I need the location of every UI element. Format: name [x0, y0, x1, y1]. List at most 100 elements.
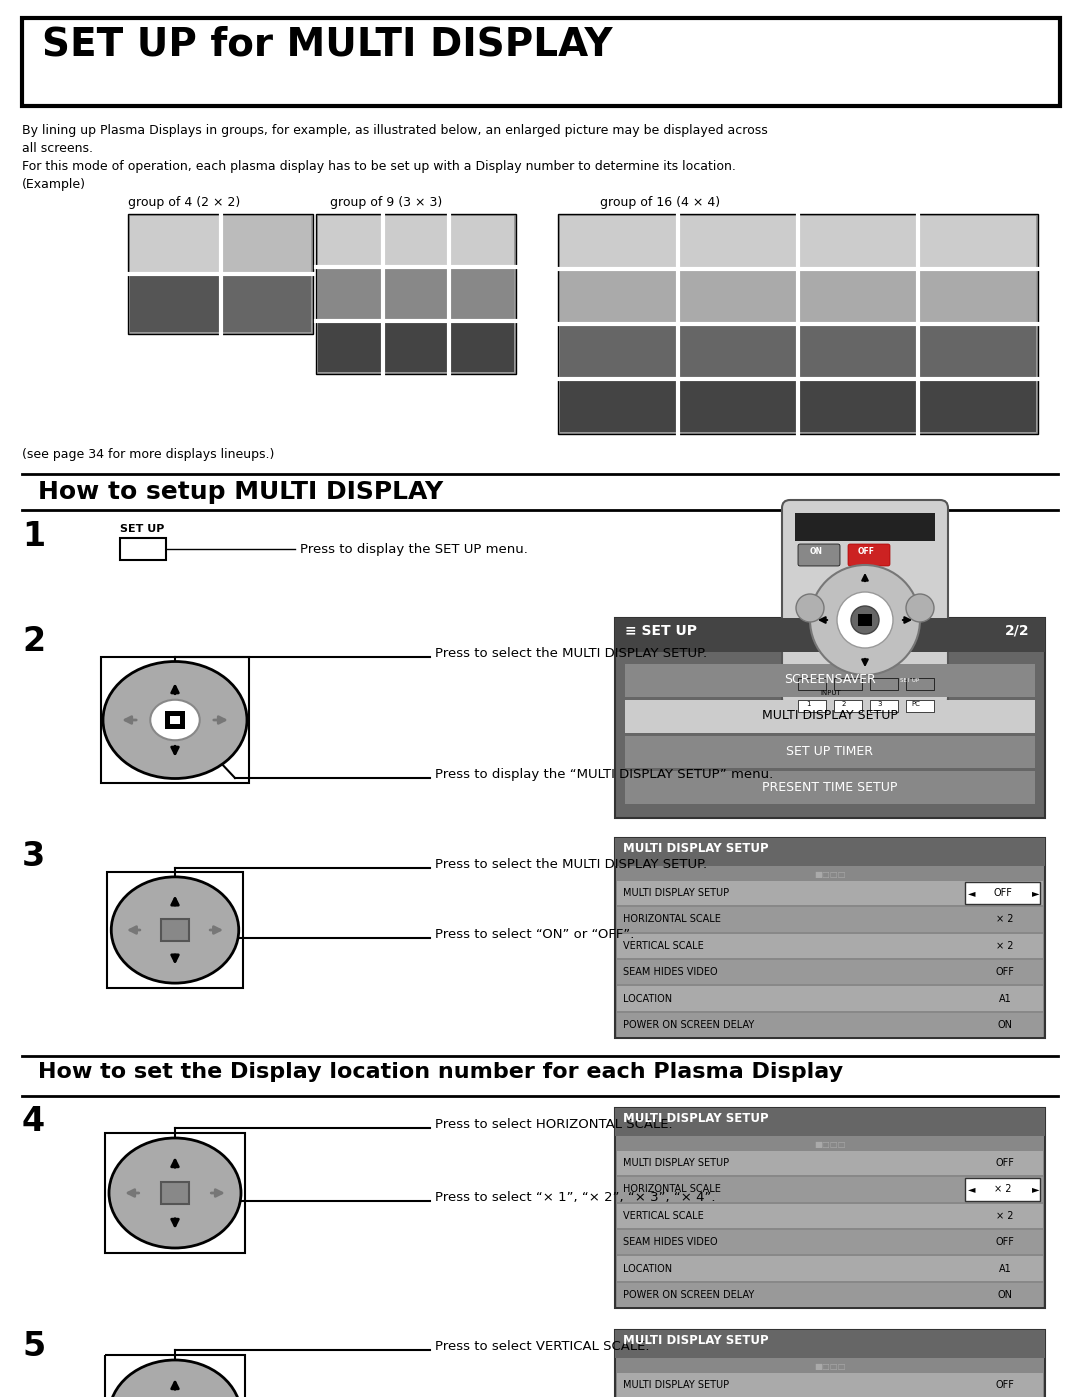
Bar — [625, 664, 1035, 697]
Bar — [384, 217, 447, 265]
Text: INPUT: INPUT — [820, 690, 840, 696]
Text: ►: ► — [1032, 1185, 1039, 1194]
Bar — [800, 326, 916, 377]
Text: POWER ON SCREEN DELAY: POWER ON SCREEN DELAY — [623, 1020, 754, 1030]
Text: × 2: × 2 — [994, 1185, 1011, 1194]
Text: (Example): (Example) — [22, 177, 86, 191]
Bar — [617, 907, 1043, 932]
Bar — [617, 1229, 1043, 1255]
Text: LOCATION: LOCATION — [623, 1263, 672, 1274]
Bar — [966, 1178, 1040, 1200]
Bar — [680, 326, 796, 377]
Text: PC: PC — [912, 701, 920, 707]
Text: group of 4 (2 × 2): group of 4 (2 × 2) — [129, 196, 240, 210]
Text: × 2: × 2 — [996, 1211, 1014, 1221]
Text: MULTI DISPLAY SETUP: MULTI DISPLAY SETUP — [762, 710, 897, 722]
Text: ◄: ◄ — [968, 1185, 975, 1194]
Text: ON: ON — [998, 1289, 1013, 1299]
Text: HORIZONTAL SCALE: HORIZONTAL SCALE — [623, 1185, 720, 1194]
Bar — [680, 217, 796, 267]
Bar — [558, 214, 1038, 434]
Bar — [615, 617, 1045, 819]
Bar — [834, 700, 862, 712]
Text: How to set the Display location number for each Plasma Display: How to set the Display location number f… — [38, 1062, 843, 1083]
Bar — [800, 217, 916, 267]
Ellipse shape — [103, 662, 247, 778]
Text: OFF: OFF — [996, 1238, 1014, 1248]
Text: 3: 3 — [22, 840, 45, 873]
Text: ON: ON — [998, 1020, 1013, 1030]
Text: × 2: × 2 — [996, 915, 1014, 925]
Text: POWER ON SCREEN DELAY: POWER ON SCREEN DELAY — [623, 1289, 754, 1299]
Bar — [625, 700, 1035, 732]
Bar — [318, 270, 380, 319]
Text: Press to select the MULTI DISPLAY SETUP.: Press to select the MULTI DISPLAY SETUP. — [435, 858, 707, 870]
FancyBboxPatch shape — [782, 500, 948, 705]
Text: group of 9 (3 × 3): group of 9 (3 × 3) — [330, 196, 442, 210]
Bar — [615, 1330, 1045, 1397]
Text: SET UP: SET UP — [900, 678, 919, 683]
Text: Press to select VERTICAL SCALE.: Press to select VERTICAL SCALE. — [435, 1340, 649, 1354]
Text: A1: A1 — [999, 993, 1011, 1003]
Bar — [680, 381, 796, 432]
Text: Press to select “× 1”, “× 2”, “× 3”, “× 4”.: Press to select “× 1”, “× 2”, “× 3”, “× … — [435, 1192, 715, 1204]
Text: ■□□□: ■□□□ — [814, 1362, 846, 1370]
Bar — [318, 217, 380, 265]
Bar — [906, 700, 934, 712]
Bar — [870, 700, 897, 712]
Bar — [615, 617, 1045, 652]
Bar — [22, 18, 1059, 106]
Bar — [617, 882, 1043, 905]
Text: SEAM HIDES VIDEO: SEAM HIDES VIDEO — [623, 967, 717, 977]
Text: OFF: OFF — [996, 1158, 1014, 1168]
Bar — [561, 271, 676, 321]
Text: 1: 1 — [22, 520, 45, 553]
Text: ■□□□: ■□□□ — [814, 1140, 846, 1148]
Text: MULTI DISPLAY SETUP: MULTI DISPLAY SETUP — [623, 1158, 729, 1168]
Ellipse shape — [109, 1361, 241, 1397]
Ellipse shape — [109, 1139, 241, 1248]
Text: ◄: ◄ — [968, 888, 975, 898]
Text: Press to display the SET UP menu.: Press to display the SET UP menu. — [300, 543, 528, 556]
Bar — [834, 678, 862, 690]
Text: 5: 5 — [22, 1330, 45, 1363]
Ellipse shape — [111, 877, 239, 983]
Bar — [561, 326, 676, 377]
Ellipse shape — [150, 700, 200, 740]
Bar — [222, 217, 311, 272]
Bar — [800, 271, 916, 321]
Text: 2: 2 — [841, 701, 847, 707]
Bar — [615, 1330, 1045, 1358]
Circle shape — [796, 594, 824, 622]
Bar — [451, 270, 514, 319]
Bar — [870, 678, 897, 690]
Text: VERTICAL SCALE: VERTICAL SCALE — [623, 1211, 704, 1221]
Text: SET UP TIMER: SET UP TIMER — [786, 745, 874, 759]
Bar — [858, 615, 872, 626]
Bar — [165, 711, 185, 729]
Bar — [107, 872, 243, 988]
Bar — [615, 838, 1045, 1038]
Bar — [170, 717, 180, 724]
Text: 3: 3 — [878, 701, 882, 707]
Text: Press to select “ON” or “OFF”.: Press to select “ON” or “OFF”. — [435, 928, 634, 942]
Bar — [617, 1178, 1043, 1201]
Bar — [920, 271, 1036, 321]
Text: group of 16 (4 × 4): group of 16 (4 × 4) — [600, 196, 720, 210]
Text: all screens.: all screens. — [22, 142, 93, 155]
Circle shape — [810, 564, 920, 675]
Bar — [920, 381, 1036, 432]
FancyBboxPatch shape — [848, 543, 890, 566]
Bar — [617, 933, 1043, 958]
Text: MULTI DISPLAY SETUP: MULTI DISPLAY SETUP — [623, 1112, 769, 1125]
Text: By lining up Plasma Displays in groups, for example, as illustrated below, an en: By lining up Plasma Displays in groups, … — [22, 124, 768, 137]
Bar — [800, 381, 916, 432]
Text: SET UP for MULTI DISPLAY: SET UP for MULTI DISPLAY — [42, 25, 612, 63]
Text: LOCATION: LOCATION — [623, 993, 672, 1003]
Text: SCREENSAVER: SCREENSAVER — [784, 673, 876, 686]
Text: For this mode of operation, each plasma display has to be set up with a Display : For this mode of operation, each plasma … — [22, 161, 735, 173]
Text: OFF: OFF — [996, 1380, 1014, 1390]
Text: ■□□□: ■□□□ — [814, 870, 846, 879]
Circle shape — [906, 594, 934, 622]
Bar — [680, 271, 796, 321]
